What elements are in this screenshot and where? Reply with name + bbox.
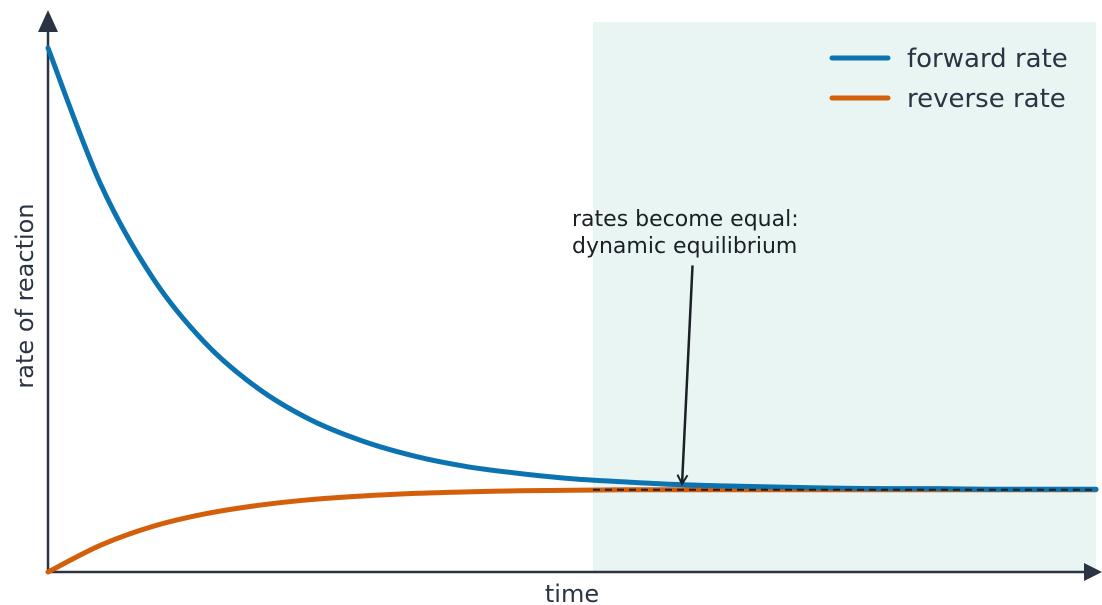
annotation-arrow [682, 265, 694, 484]
x-axis-arrow [1084, 563, 1102, 581]
axes [38, 10, 1102, 581]
y-axis-arrow [38, 10, 58, 32]
annotation-text-line-2: dynamic equilibrium [572, 234, 797, 259]
x-axis-label: time [545, 580, 599, 605]
forward-rate-line [45, 45, 1099, 492]
y-axis-label: rate of reaction [11, 203, 39, 388]
legend-label-reverse-rate: reverse rate [907, 84, 1066, 114]
legend: forward rate reverse rate [829, 44, 1068, 114]
annotation: rates become equal: dynamic equilibrium [572, 207, 799, 484]
legend-label-forward-rate: forward rate [907, 44, 1068, 74]
annotation-text-line-1: rates become equal: [572, 207, 799, 232]
